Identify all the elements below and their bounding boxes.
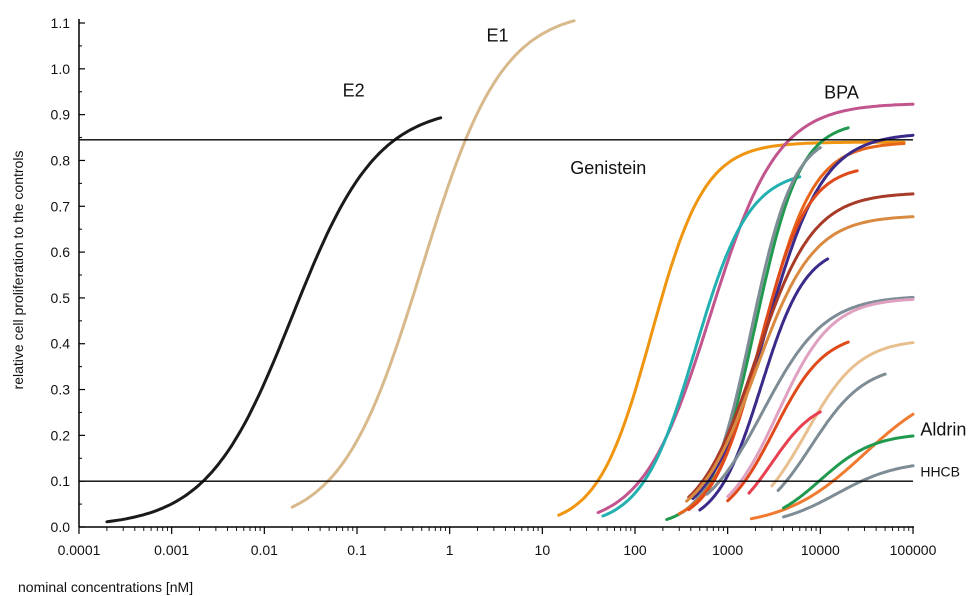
x-tick-label: 0.1 (347, 542, 367, 558)
y-tick-label: 0.9 (51, 107, 71, 123)
series-label-aldrin: Aldrin (920, 419, 966, 439)
x-tick-label: 100 (623, 542, 647, 558)
series-curve-genistein (557, 140, 906, 517)
x-tick-label: 0.0001 (58, 542, 101, 558)
series-curve-unlabeled-14 (726, 297, 915, 499)
series-label-hhcb: HHCB (920, 464, 960, 480)
series-curve-hhcb (782, 464, 915, 519)
series-curve-unlabeled-4 (601, 175, 802, 518)
series-label-genistein: Genistein (570, 158, 646, 178)
series-label-e2: E2 (343, 80, 365, 100)
series-label-e1: E1 (487, 25, 509, 45)
x-tick-label: 0.001 (154, 542, 189, 558)
series-curve-unlabeled-10 (687, 192, 915, 499)
x-axis-label: nominal concentrations [nM] (18, 579, 193, 595)
series-label-bpa: BPA (824, 83, 859, 103)
y-tick-label: 1.0 (51, 61, 71, 77)
series-curve-unlabeled-16 (770, 341, 915, 488)
y-tick-label: 0.6 (51, 244, 71, 260)
series-curve-unlabeled-11 (685, 215, 915, 503)
y-tick-label: 0.1 (51, 473, 71, 489)
series-curve-e2 (105, 116, 443, 524)
axes: 0.0 0.1 0.2 0.3 0.4 0.5 0.6 0.7 0.8 0.9 1.0 1.1 0.00… (51, 15, 937, 558)
y-tick-label: 0.3 (51, 382, 71, 398)
y-tick-label: 0.2 (51, 427, 71, 443)
y-axis-label: relative cell proliferation to the contr… (10, 151, 26, 390)
x-tick-label: 1000 (712, 542, 743, 558)
series-curve-unlabeled-15 (726, 340, 850, 503)
reference-lines (79, 139, 913, 482)
series-curve-unlabeled-17 (776, 372, 887, 492)
y-tick-label: 1.1 (51, 15, 71, 31)
y-tick-label: 0.0 (51, 519, 71, 535)
y-tick-label: 0.5 (51, 290, 71, 306)
x-tick-label: 0.01 (251, 542, 278, 558)
series-labels: E2 E1 BPA Genistein Aldrin HHCB (343, 25, 967, 479)
x-tick-label: 10000 (801, 542, 840, 558)
y-tick-label: 0.8 (51, 152, 71, 168)
y-tick-label: 0.7 (51, 198, 71, 214)
series-curve-bpa (596, 102, 915, 515)
series-curve-unlabeled-20 (782, 434, 915, 510)
y-tick-label: 0.4 (51, 336, 71, 352)
series-curve-unlabeled-13 (705, 295, 915, 496)
x-tick-label: 100000 (890, 542, 937, 558)
series-curve-unlabeled-12 (698, 257, 830, 512)
x-tick-label: 1 (446, 542, 454, 558)
series-curve-unlabeled-9 (687, 169, 859, 512)
x-tick-label: 10 (535, 542, 551, 558)
curves-layer (105, 19, 915, 524)
series-curve-unlabeled-18 (747, 410, 822, 495)
series-curve-e1 (290, 19, 576, 509)
